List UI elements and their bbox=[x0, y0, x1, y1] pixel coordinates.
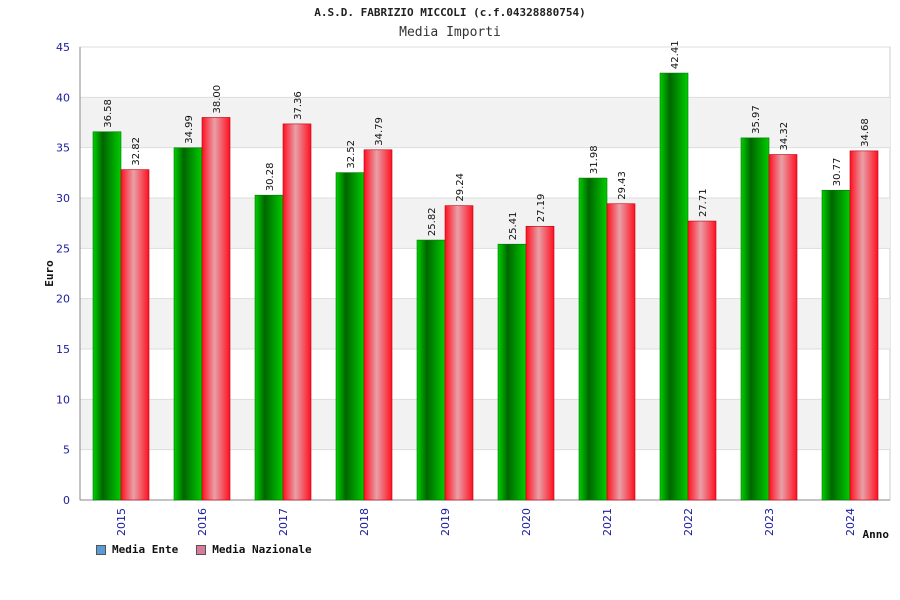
data-label: 31.98 bbox=[589, 145, 600, 174]
data-label: 34.79 bbox=[374, 117, 385, 146]
x-tick-label: 2021 bbox=[601, 508, 614, 536]
legend-item-media-ente: Media Ente bbox=[96, 543, 178, 556]
y-tick-label: 25 bbox=[56, 242, 70, 255]
y-tick-label: 15 bbox=[56, 343, 70, 356]
bar-media-nazionale bbox=[120, 169, 150, 501]
bar-media-ente bbox=[254, 194, 284, 501]
bar-media-ente bbox=[92, 131, 122, 501]
x-tick-label: 2015 bbox=[115, 508, 128, 536]
data-label: 42.41 bbox=[670, 40, 681, 69]
y-tick-label: 5 bbox=[63, 444, 70, 457]
legend-label-media-nazionale: Media Nazionale bbox=[212, 543, 312, 556]
bar-media-nazionale bbox=[606, 203, 636, 501]
bar-media-ente bbox=[173, 147, 203, 501]
bar-media-nazionale bbox=[201, 117, 231, 501]
y-tick-label: 20 bbox=[56, 293, 70, 306]
bar-media-ente bbox=[497, 243, 527, 501]
y-axis-title: Euro bbox=[43, 260, 56, 287]
x-tick-label: 2023 bbox=[763, 508, 776, 536]
data-label: 27.19 bbox=[536, 194, 547, 223]
data-label: 30.77 bbox=[832, 158, 843, 187]
y-tick-label: 45 bbox=[56, 41, 70, 54]
legend-item-media-nazionale: Media Nazionale bbox=[196, 543, 312, 556]
bar-media-ente bbox=[821, 189, 851, 501]
bar-media-nazionale bbox=[849, 150, 879, 501]
bar-media-nazionale bbox=[687, 220, 717, 501]
x-axis-title: Anno bbox=[863, 528, 890, 541]
y-tick-label: 40 bbox=[56, 91, 70, 104]
data-label: 36.58 bbox=[103, 99, 114, 128]
bar-media-nazionale bbox=[525, 225, 555, 501]
bar-media-nazionale bbox=[768, 154, 798, 501]
legend: Media Ente Media Nazionale bbox=[96, 543, 312, 556]
data-label: 38.00 bbox=[212, 85, 223, 114]
bar-media-ente bbox=[659, 72, 689, 501]
data-label: 27.71 bbox=[698, 188, 709, 217]
legend-swatch-media-ente bbox=[96, 544, 106, 555]
x-tick-label: 2024 bbox=[844, 508, 857, 536]
y-tick-label: 0 bbox=[63, 494, 70, 507]
chart-subtitle: Media Importi bbox=[399, 25, 501, 40]
x-tick-label: 2022 bbox=[682, 508, 695, 536]
chart-title: A.S.D. FABRIZIO MICCOLI (c.f.04328880754… bbox=[314, 6, 586, 19]
bar-media-ente bbox=[335, 172, 365, 501]
bar-media-ente bbox=[578, 177, 608, 501]
bar-media-nazionale bbox=[444, 205, 474, 501]
bar-media-nazionale bbox=[282, 123, 312, 501]
bar-media-ente bbox=[416, 239, 446, 501]
y-tick-label: 10 bbox=[56, 393, 70, 406]
data-label: 29.43 bbox=[617, 171, 628, 200]
x-tick-label: 2016 bbox=[196, 508, 209, 536]
data-label: 34.68 bbox=[860, 118, 871, 147]
bar-media-ente bbox=[740, 137, 770, 501]
x-tick-label: 2020 bbox=[520, 508, 533, 536]
data-label: 25.82 bbox=[427, 207, 438, 236]
legend-label-media-ente: Media Ente bbox=[112, 543, 179, 556]
data-label: 34.32 bbox=[779, 122, 790, 151]
data-label: 30.28 bbox=[265, 163, 276, 192]
data-label: 37.36 bbox=[293, 91, 304, 120]
y-tick-label: 30 bbox=[56, 192, 70, 205]
data-label: 35.97 bbox=[751, 105, 762, 134]
data-label: 29.24 bbox=[455, 173, 466, 202]
data-label: 32.82 bbox=[131, 137, 142, 166]
x-tick-label: 2019 bbox=[439, 508, 452, 536]
x-tick-label: 2018 bbox=[358, 508, 371, 536]
data-label: 25.41 bbox=[508, 212, 519, 241]
data-label: 32.52 bbox=[346, 140, 357, 169]
data-label: 34.99 bbox=[184, 115, 195, 144]
x-tick-label: 2017 bbox=[277, 508, 290, 536]
legend-swatch-media-nazionale bbox=[196, 544, 207, 555]
bar-media-nazionale bbox=[363, 149, 393, 501]
y-tick-label: 35 bbox=[56, 142, 70, 155]
